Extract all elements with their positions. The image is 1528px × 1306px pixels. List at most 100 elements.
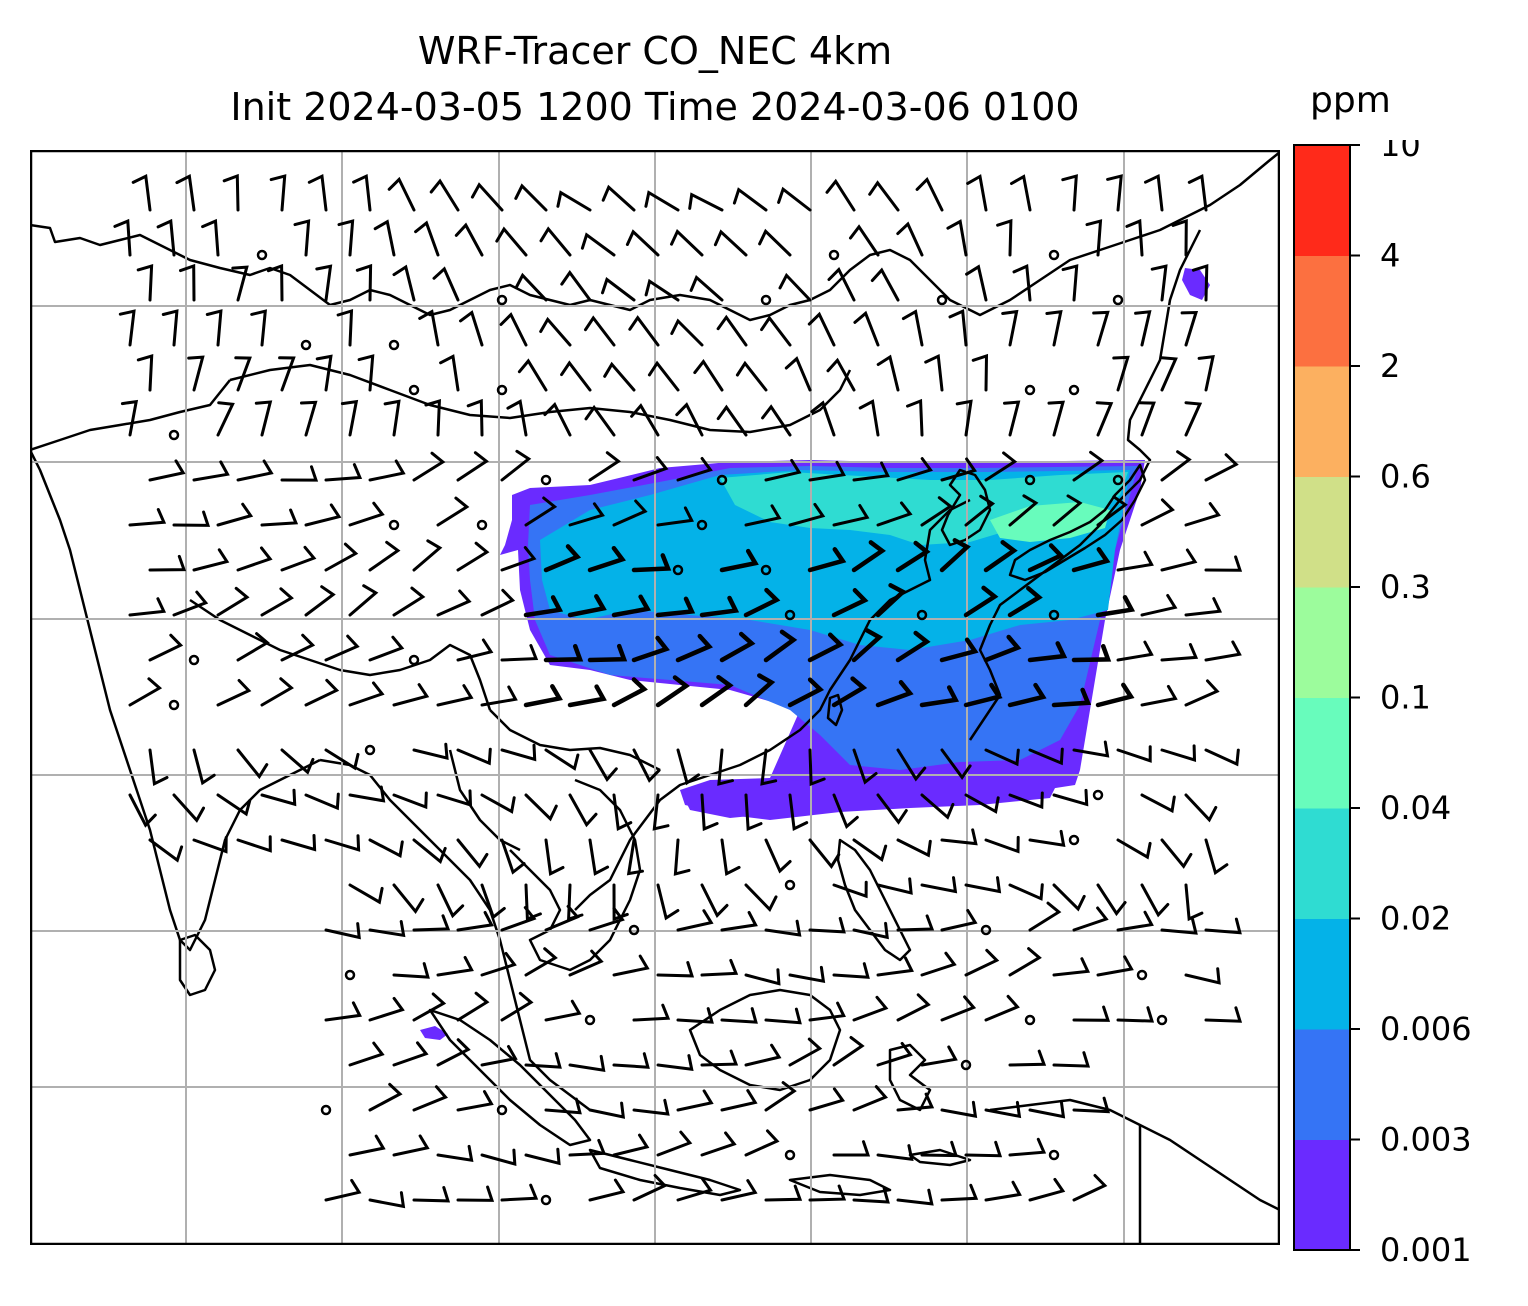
wind-barb: [1180, 310, 1199, 347]
wind-barb: [924, 353, 944, 392]
calm-wind-circle: [476, 519, 488, 531]
plume-north-spot: [1182, 268, 1210, 300]
wind-barb: [523, 684, 563, 708]
wind-barb: [964, 948, 1000, 977]
wind-barb: [500, 449, 532, 482]
wind-barb: [1007, 682, 1047, 708]
wind-barb: [1160, 548, 1198, 572]
wind-barb: [506, 399, 528, 437]
wind-barb: [466, 398, 484, 437]
wind-barb: [656, 883, 680, 921]
wind-barb: [348, 1134, 386, 1157]
wind-barb: [523, 595, 564, 618]
wind-barb: [720, 838, 741, 876]
wind-barb: [656, 506, 694, 527]
wind-barb: [963, 585, 999, 618]
colorbar-block: [1294, 697, 1350, 809]
wind-barb: [764, 1184, 803, 1202]
wind-barb: [896, 748, 927, 782]
wind-barb: [161, 309, 179, 347]
wind-barb: [324, 748, 360, 771]
wind-barb: [896, 1092, 935, 1112]
wind-barb: [655, 675, 690, 708]
calm-wind-circle: [364, 744, 376, 756]
wind-barb: [392, 683, 430, 707]
wind-barb: [392, 586, 426, 617]
wind-barb: [603, 361, 636, 392]
wind-barb: [939, 637, 979, 663]
wind-barb: [808, 916, 846, 934]
wind-barb: [720, 911, 758, 932]
wind-barb: [670, 318, 704, 347]
wind-barb: [324, 834, 361, 852]
wind-barb: [293, 219, 311, 257]
wind-barb: [896, 838, 932, 858]
calm-wind-circle: [672, 564, 684, 576]
wind-barb: [439, 354, 460, 392]
wind-barb: [216, 679, 252, 707]
wind-barb: [744, 1129, 780, 1157]
wind-barb: [500, 991, 534, 1022]
wind-barb: [500, 644, 539, 662]
wind-barb: [1072, 740, 1110, 758]
wind-barb: [964, 876, 1002, 894]
wind-barb: [920, 496, 953, 527]
wind-barb: [456, 451, 489, 482]
wind-barb: [689, 274, 724, 302]
wind-barb: [652, 793, 670, 831]
wind-barb: [544, 748, 580, 771]
wind-barb: [964, 1140, 1003, 1158]
wind-barb: [644, 190, 680, 212]
wind-barb: [1001, 309, 1019, 347]
border-himalaya: [189, 598, 492, 711]
colorbar-block: [1294, 808, 1350, 919]
wind-barb: [1204, 555, 1243, 572]
wind-barb: [895, 630, 931, 663]
wind-barb: [456, 838, 489, 869]
wind-barb: [713, 229, 748, 257]
wind-barb: [436, 589, 472, 617]
wind-barb: [612, 954, 650, 977]
wind-barb: [758, 228, 792, 257]
wind-barb: [456, 1185, 495, 1202]
calm-wind-circle: [1024, 384, 1036, 396]
wind-barb: [480, 685, 518, 707]
calm-wind-circle: [540, 1194, 552, 1206]
wind-barb: [348, 883, 384, 905]
wind-barb: [368, 635, 405, 662]
wind-barb: [1140, 498, 1175, 527]
colorbar-block: [1294, 587, 1350, 698]
coastline-taiwan: [826, 693, 844, 727]
calm-wind-circle: [1112, 474, 1124, 486]
colorbar-block: [1294, 918, 1350, 1030]
wind-barb: [699, 674, 734, 708]
wind-barb: [500, 743, 537, 762]
wind-barb: [676, 457, 713, 482]
calm-wind-circle: [408, 384, 420, 396]
wind-barb: [280, 545, 317, 572]
wind-barb: [1008, 1137, 1047, 1157]
wind-barb: [260, 677, 294, 707]
wind-barb: [896, 221, 924, 257]
wind-barb: [1095, 682, 1135, 708]
wind-barb: [156, 218, 176, 257]
wind-barb: [456, 747, 492, 766]
wind-barb: [808, 1087, 846, 1112]
wind-barb: [456, 1090, 494, 1112]
calm-wind-circle: [188, 654, 200, 666]
wind-barb: [808, 460, 846, 482]
wind-barb: [693, 359, 724, 392]
wind-barb: [719, 548, 759, 573]
wind-barb: [875, 583, 907, 618]
wind-barb: [1096, 883, 1127, 917]
wind-barb: [260, 788, 297, 807]
wind-barb: [172, 793, 205, 823]
map-panel: [30, 150, 1280, 1245]
calm-wind-circle: [696, 519, 708, 531]
wind-barb: [761, 404, 792, 437]
wind-barb: [480, 588, 516, 617]
wind-barb: [984, 1100, 1022, 1119]
wind-barb: [764, 1081, 797, 1112]
wind-barb: [436, 684, 474, 707]
coastline-borneo: [688, 988, 842, 1092]
